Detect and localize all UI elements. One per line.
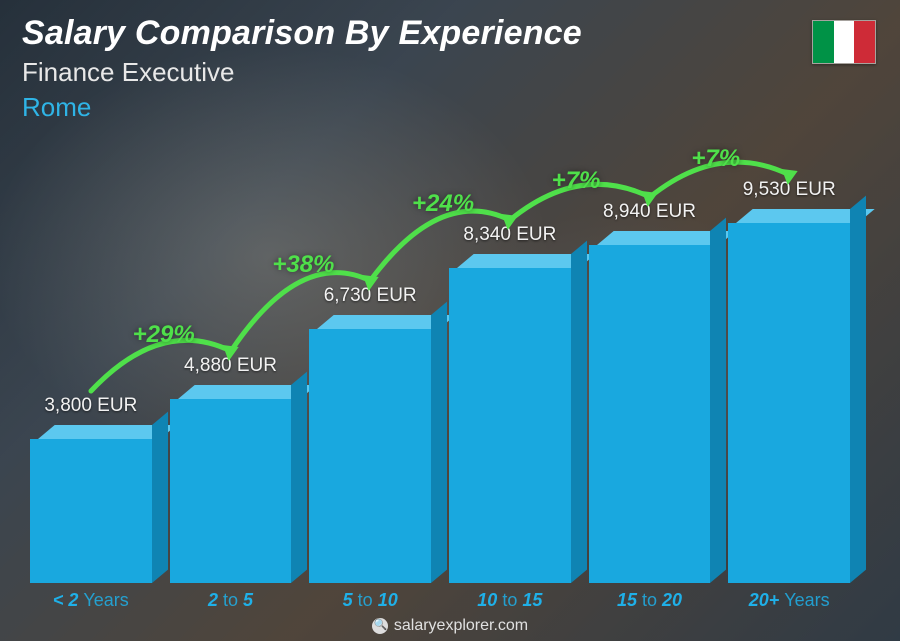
xaxis-label: 20+ Years	[728, 590, 850, 611]
bar-chart: 3,800 EUR 4,880 EUR 6,730 EUR 8,340 EUR 8,94…	[30, 153, 850, 583]
bar-side-face	[710, 218, 726, 583]
bar-front-face	[309, 329, 431, 583]
bar-side-face	[152, 412, 168, 583]
bar-front-face	[449, 268, 571, 583]
bar-front-face	[30, 439, 152, 583]
bar-front-face	[728, 223, 850, 583]
bar-front-face	[170, 399, 292, 583]
bar-value-label: 9,530 EUR	[743, 179, 836, 201]
subtitle: Finance Executive	[22, 57, 582, 88]
bar	[309, 315, 431, 583]
footer: salaryexplorer.com	[0, 617, 900, 635]
bar-side-face	[850, 196, 866, 583]
country-flag-italy	[812, 20, 876, 64]
title: Salary Comparison By Experience	[22, 14, 582, 53]
bar	[589, 231, 711, 583]
xaxis-label: 10 to 15	[449, 590, 571, 611]
search-icon	[372, 618, 388, 634]
bar-side-face	[431, 302, 447, 583]
bar-value-label: 6,730 EUR	[324, 285, 417, 307]
bar-col: 9,530 EUR	[728, 153, 850, 583]
bar	[30, 425, 152, 583]
bar-col: 8,340 EUR	[449, 153, 571, 583]
bar-value-label: 3,800 EUR	[44, 395, 137, 417]
bar-side-face	[291, 372, 307, 583]
xaxis-label: < 2 Years	[30, 590, 152, 611]
xaxis-label: 15 to 20	[589, 590, 711, 611]
infographic-canvas: Salary Comparison By Experience Finance …	[0, 0, 900, 641]
footer-text: salaryexplorer.com	[394, 617, 528, 635]
bar-value-label: 8,940 EUR	[603, 201, 696, 223]
bar-value-label: 4,880 EUR	[184, 355, 277, 377]
flag-stripe-red	[854, 21, 875, 63]
xaxis: < 2 Years 2 to 5 5 to 10 10 to 15 15 to 20 20…	[30, 590, 850, 611]
bar-value-label: 8,340 EUR	[463, 224, 556, 246]
bar-col: 6,730 EUR	[309, 153, 431, 583]
bar	[170, 385, 292, 583]
xaxis-label: 5 to 10	[309, 590, 431, 611]
bar-col: 3,800 EUR	[30, 153, 152, 583]
bar	[728, 209, 850, 583]
bar-side-face	[571, 241, 587, 583]
bar-front-face	[589, 245, 711, 583]
city-label: Rome	[22, 92, 582, 123]
bar-col: 4,880 EUR	[170, 153, 292, 583]
header-block: Salary Comparison By Experience Finance …	[22, 14, 582, 123]
flag-stripe-green	[813, 21, 834, 63]
flag-stripe-white	[834, 21, 855, 63]
bar-col: 8,940 EUR	[589, 153, 711, 583]
xaxis-label: 2 to 5	[170, 590, 292, 611]
bar	[449, 254, 571, 583]
